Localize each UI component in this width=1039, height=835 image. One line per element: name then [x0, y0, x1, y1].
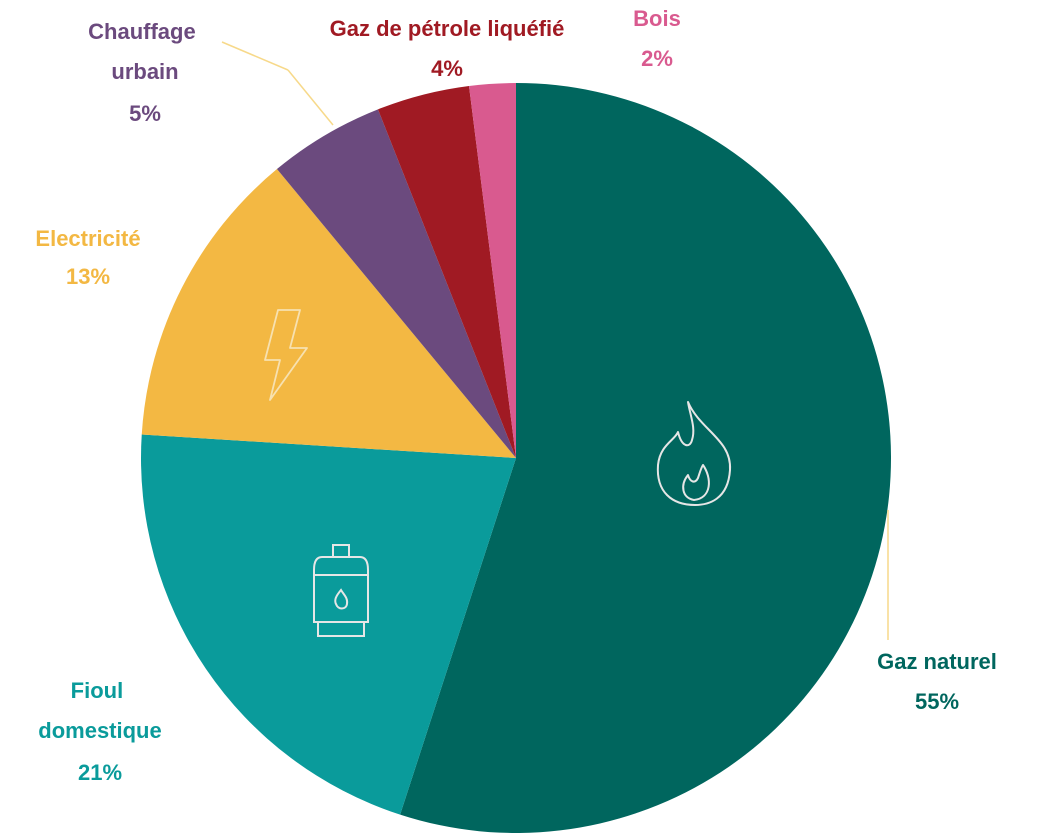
pie-slice	[140, 434, 516, 815]
pie-slice	[377, 85, 516, 459]
leader-line	[221, 41, 289, 71]
category-label: Chauffage urbain	[88, 19, 202, 84]
pie-slice	[469, 83, 516, 458]
lightning-icon	[264, 309, 308, 401]
category-label: Fioul domestique	[38, 678, 161, 743]
value-label: 5%	[129, 101, 161, 126]
category-label: Gaz de pétrole liquéfié	[330, 16, 565, 41]
pie-slice	[276, 109, 516, 459]
value-label: 4%	[431, 56, 463, 81]
cylinder-icon	[313, 544, 369, 637]
value-label: 2%	[641, 46, 673, 71]
leader-line	[287, 69, 334, 126]
slices	[140, 83, 892, 833]
category-label: Electricité	[35, 226, 140, 251]
pie-slice	[400, 83, 892, 833]
category-label: Bois	[633, 6, 681, 31]
value-label: 21%	[78, 760, 122, 785]
value-label: 13%	[66, 264, 110, 289]
category-label: Gaz naturel	[877, 649, 997, 674]
flame-icon	[656, 401, 732, 506]
labels: Gaz naturel 55% Fioul domestique 21% Electri…	[35, 6, 996, 785]
pie-slice	[141, 169, 516, 458]
value-label: 55%	[915, 689, 959, 714]
